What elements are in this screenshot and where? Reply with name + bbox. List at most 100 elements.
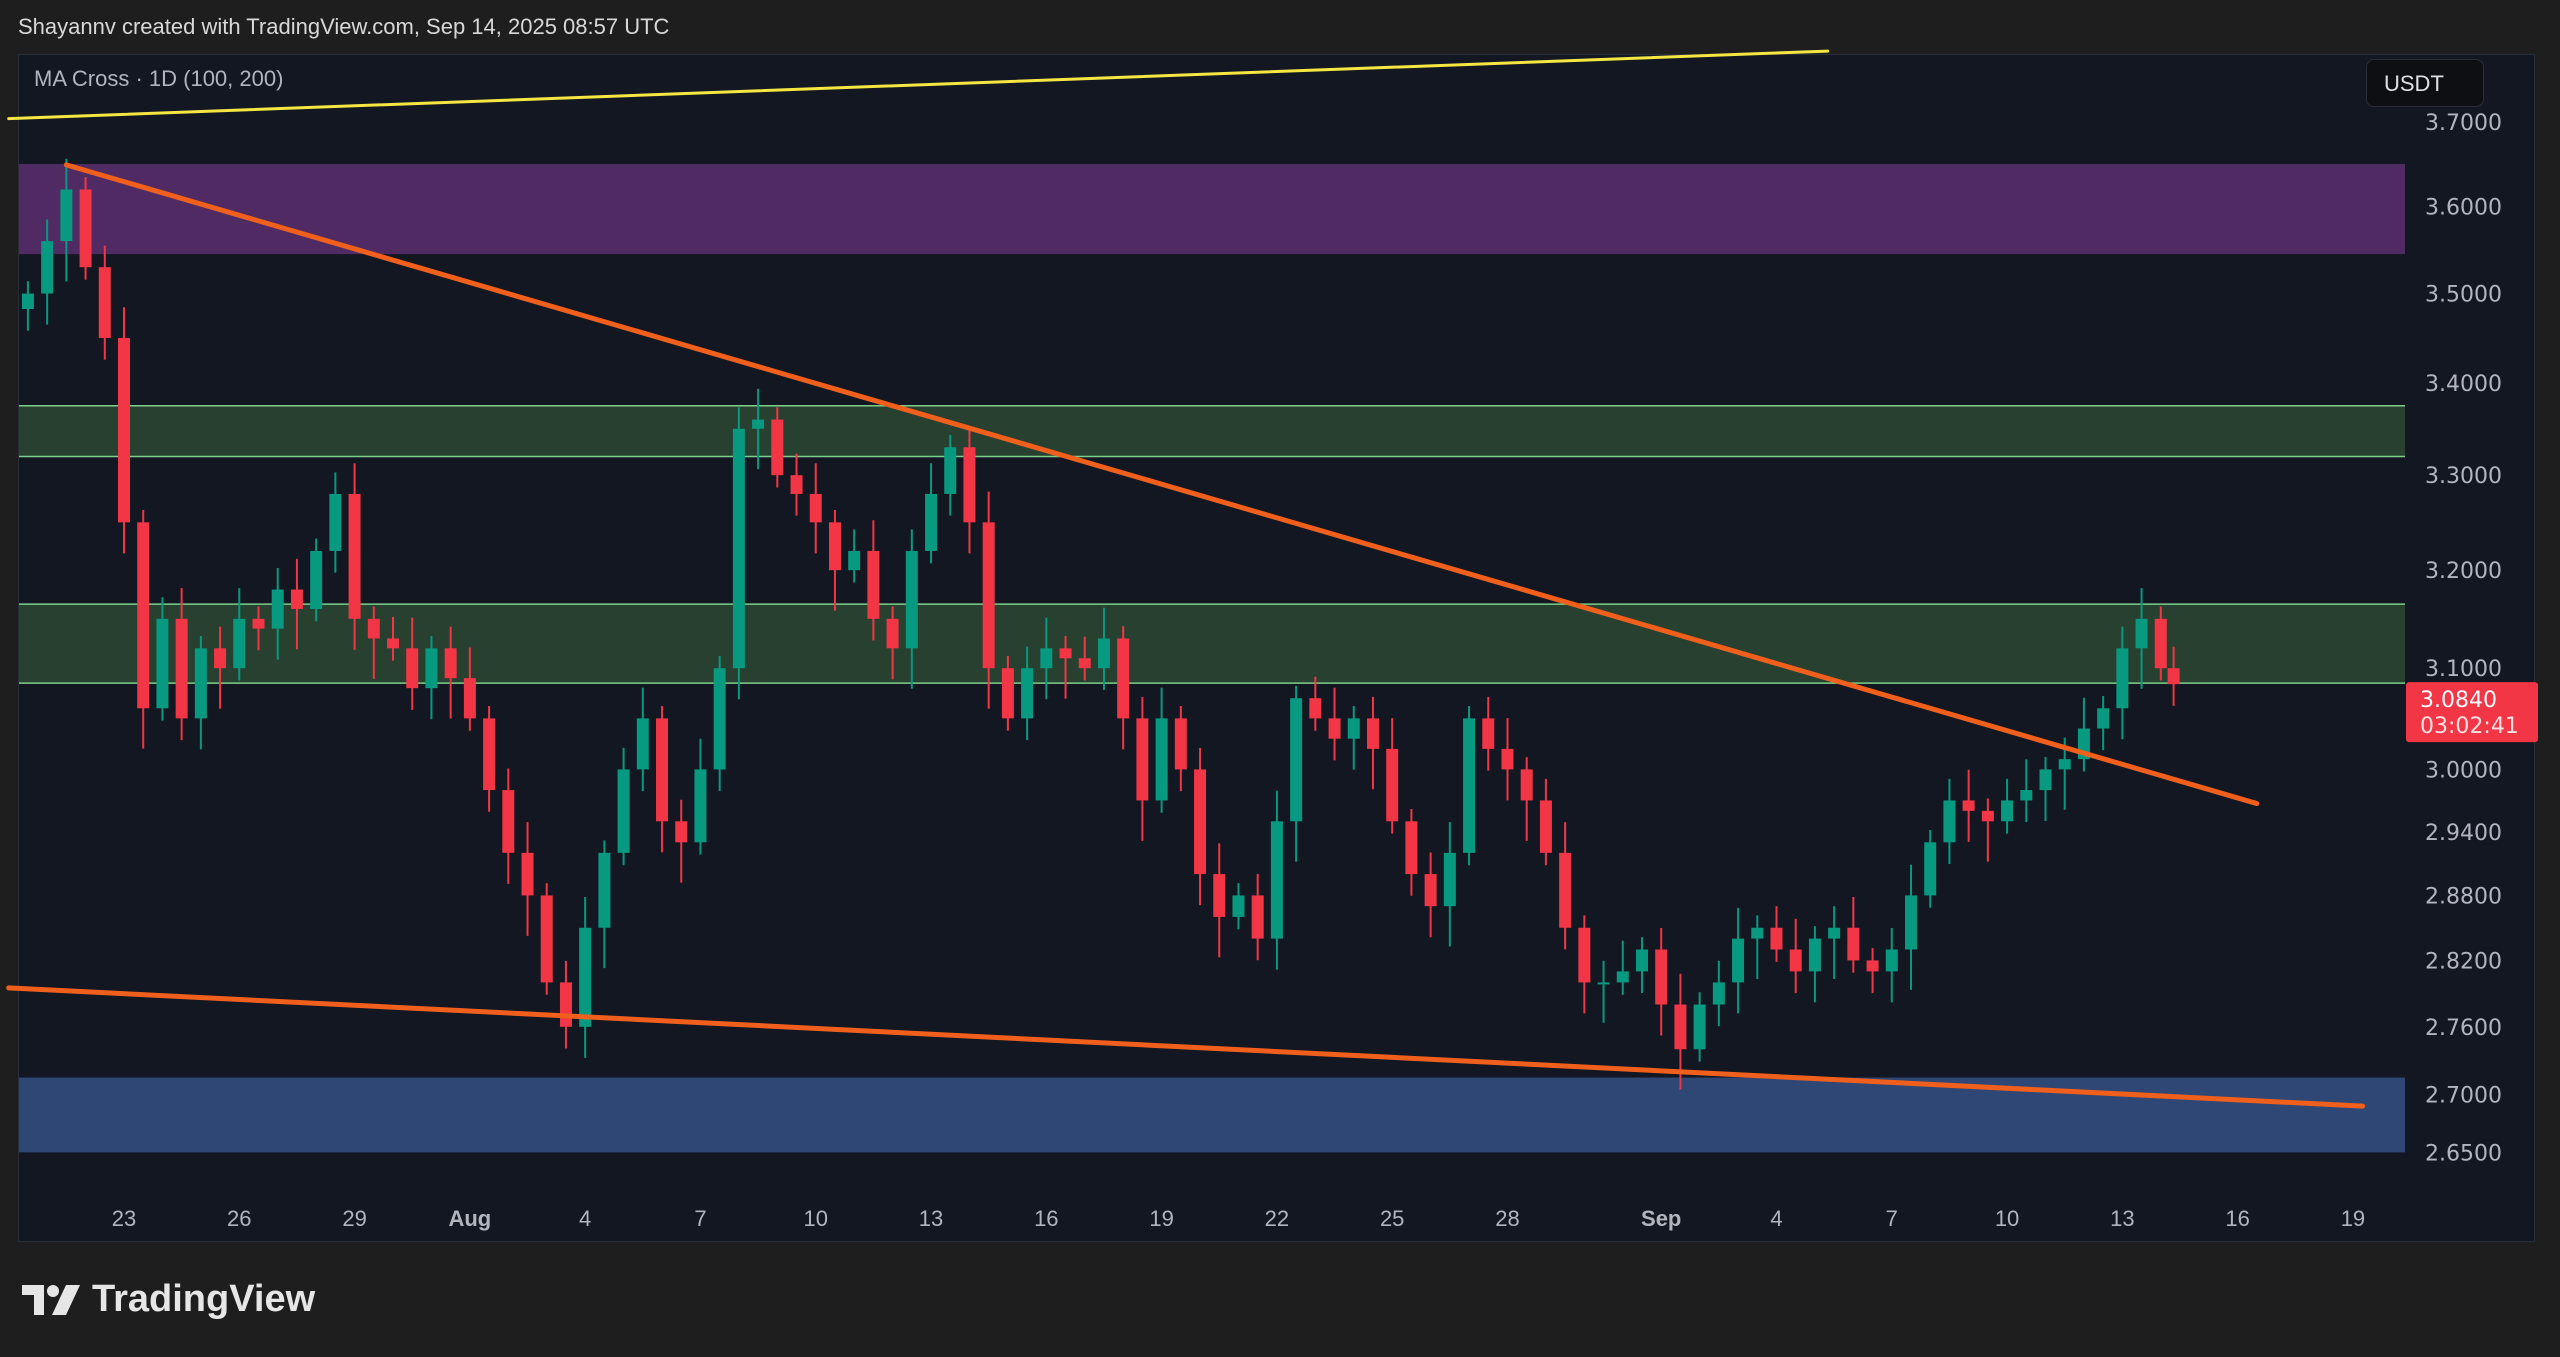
- candle-body: [828, 522, 841, 571]
- candle-body: [1463, 718, 1476, 853]
- time-axis[interactable]: 23 26 29 Aug 4 7 10 13 16 19 22 25 28 Sep 4 7 10 13 16 19: [112, 1206, 2365, 1231]
- candle: [1578, 915, 1591, 1014]
- candle: [1155, 687, 1168, 813]
- candle-body: [1808, 938, 1821, 972]
- candle-body: [1021, 668, 1034, 719]
- candle: [156, 597, 169, 721]
- candle-body: [521, 852, 534, 896]
- price-tick: 3.5000: [2425, 283, 2502, 308]
- candle-body: [963, 447, 976, 523]
- candle: [290, 558, 303, 650]
- candle-body: [944, 447, 957, 494]
- candle-body: [1213, 874, 1226, 917]
- candle-body: [1386, 748, 1399, 822]
- candle: [1366, 696, 1379, 790]
- candle-body: [905, 550, 918, 649]
- candle-body: [1616, 971, 1629, 983]
- candle-body: [233, 618, 246, 669]
- candle: [598, 840, 611, 969]
- candle: [1943, 778, 1956, 864]
- candle-body: [290, 589, 303, 610]
- candle: [214, 626, 227, 709]
- candle-body: [214, 648, 227, 669]
- chart-credit: Shayannv created with TradingView.com, S…: [18, 14, 670, 39]
- candle-body: [367, 618, 380, 639]
- candle: [2039, 757, 2052, 822]
- price-tick: 3.1000: [2425, 657, 2502, 682]
- candle: [98, 245, 111, 360]
- date-tick: 7: [694, 1206, 706, 1231]
- candle-body: [483, 718, 496, 791]
- trendlines: [6, 49, 2366, 1109]
- candle: [771, 407, 784, 488]
- candle-body: [1924, 842, 1937, 896]
- price-axis[interactable]: 3.7000 3.6000 3.5000 3.4000 3.3000 3.2000 3.10…: [2425, 111, 2502, 1166]
- candle: [41, 219, 54, 325]
- candle-body: [1539, 800, 1552, 853]
- date-tick: 19: [1149, 1206, 1173, 1231]
- candle: [1539, 778, 1552, 866]
- zone-mid-zone: [19, 604, 2405, 684]
- candle-body: [1136, 718, 1149, 801]
- candle: [944, 434, 957, 516]
- currency-button[interactable]: USDT: [2366, 59, 2484, 107]
- candle: [963, 425, 976, 554]
- candle: [1482, 696, 1495, 771]
- candle: [1232, 883, 1245, 930]
- candle-body: [598, 852, 611, 928]
- candle-body: [79, 189, 92, 268]
- candle: [1770, 906, 1783, 962]
- candle-body: [1270, 821, 1283, 939]
- candle-body: [694, 769, 707, 843]
- candle-body: [1001, 668, 1014, 719]
- candle: [1732, 907, 1745, 1014]
- candle-body: [1635, 949, 1648, 972]
- candle: [1443, 822, 1456, 947]
- candle: [848, 529, 861, 583]
- candle: [925, 463, 938, 564]
- trendline-lower-support: [6, 985, 2366, 1109]
- candle: [636, 687, 649, 792]
- candle-body: [1097, 638, 1110, 669]
- candle: [1021, 646, 1034, 741]
- trendline-ma-line: [7, 49, 1830, 121]
- candle: [1559, 822, 1572, 950]
- candle-body: [1981, 810, 1994, 822]
- candle: [2167, 646, 2180, 706]
- candle: [2135, 588, 2148, 689]
- candle: [1386, 718, 1399, 834]
- candle: [1693, 992, 1706, 1062]
- candle-body: [425, 648, 438, 689]
- candle-body: [1078, 658, 1091, 669]
- logo-text: TradingView: [92, 1278, 316, 1320]
- candle-body: [21, 293, 34, 310]
- candle-body: [1751, 927, 1764, 939]
- candle: [1270, 790, 1283, 970]
- indicator-legend[interactable]: MA Cross · 1D (100, 200): [34, 66, 284, 91]
- candle-body: [1328, 718, 1341, 739]
- candle-body: [1232, 895, 1245, 917]
- candle: [675, 799, 688, 883]
- candle: [444, 626, 457, 719]
- tradingview-logo: TradingView: [22, 1278, 315, 1321]
- candle: [1616, 940, 1629, 995]
- candle-body: [867, 550, 880, 619]
- last-price-box: [2406, 682, 2538, 743]
- candle: [21, 281, 34, 331]
- candle-body: [732, 428, 745, 669]
- candle: [579, 897, 592, 1058]
- candle: [982, 491, 995, 709]
- candle-body: [540, 895, 553, 983]
- candle-body: [1597, 982, 1610, 985]
- candle-body: [310, 550, 323, 610]
- candle: [175, 588, 188, 741]
- candle-body: [387, 638, 400, 649]
- candle-body: [636, 718, 649, 770]
- candle: [1808, 926, 1821, 1003]
- candle-body: [1885, 949, 1898, 972]
- date-tick: 26: [227, 1206, 251, 1231]
- candle: [1328, 687, 1341, 761]
- candle-body: [1309, 698, 1322, 719]
- candle-body: [617, 769, 630, 853]
